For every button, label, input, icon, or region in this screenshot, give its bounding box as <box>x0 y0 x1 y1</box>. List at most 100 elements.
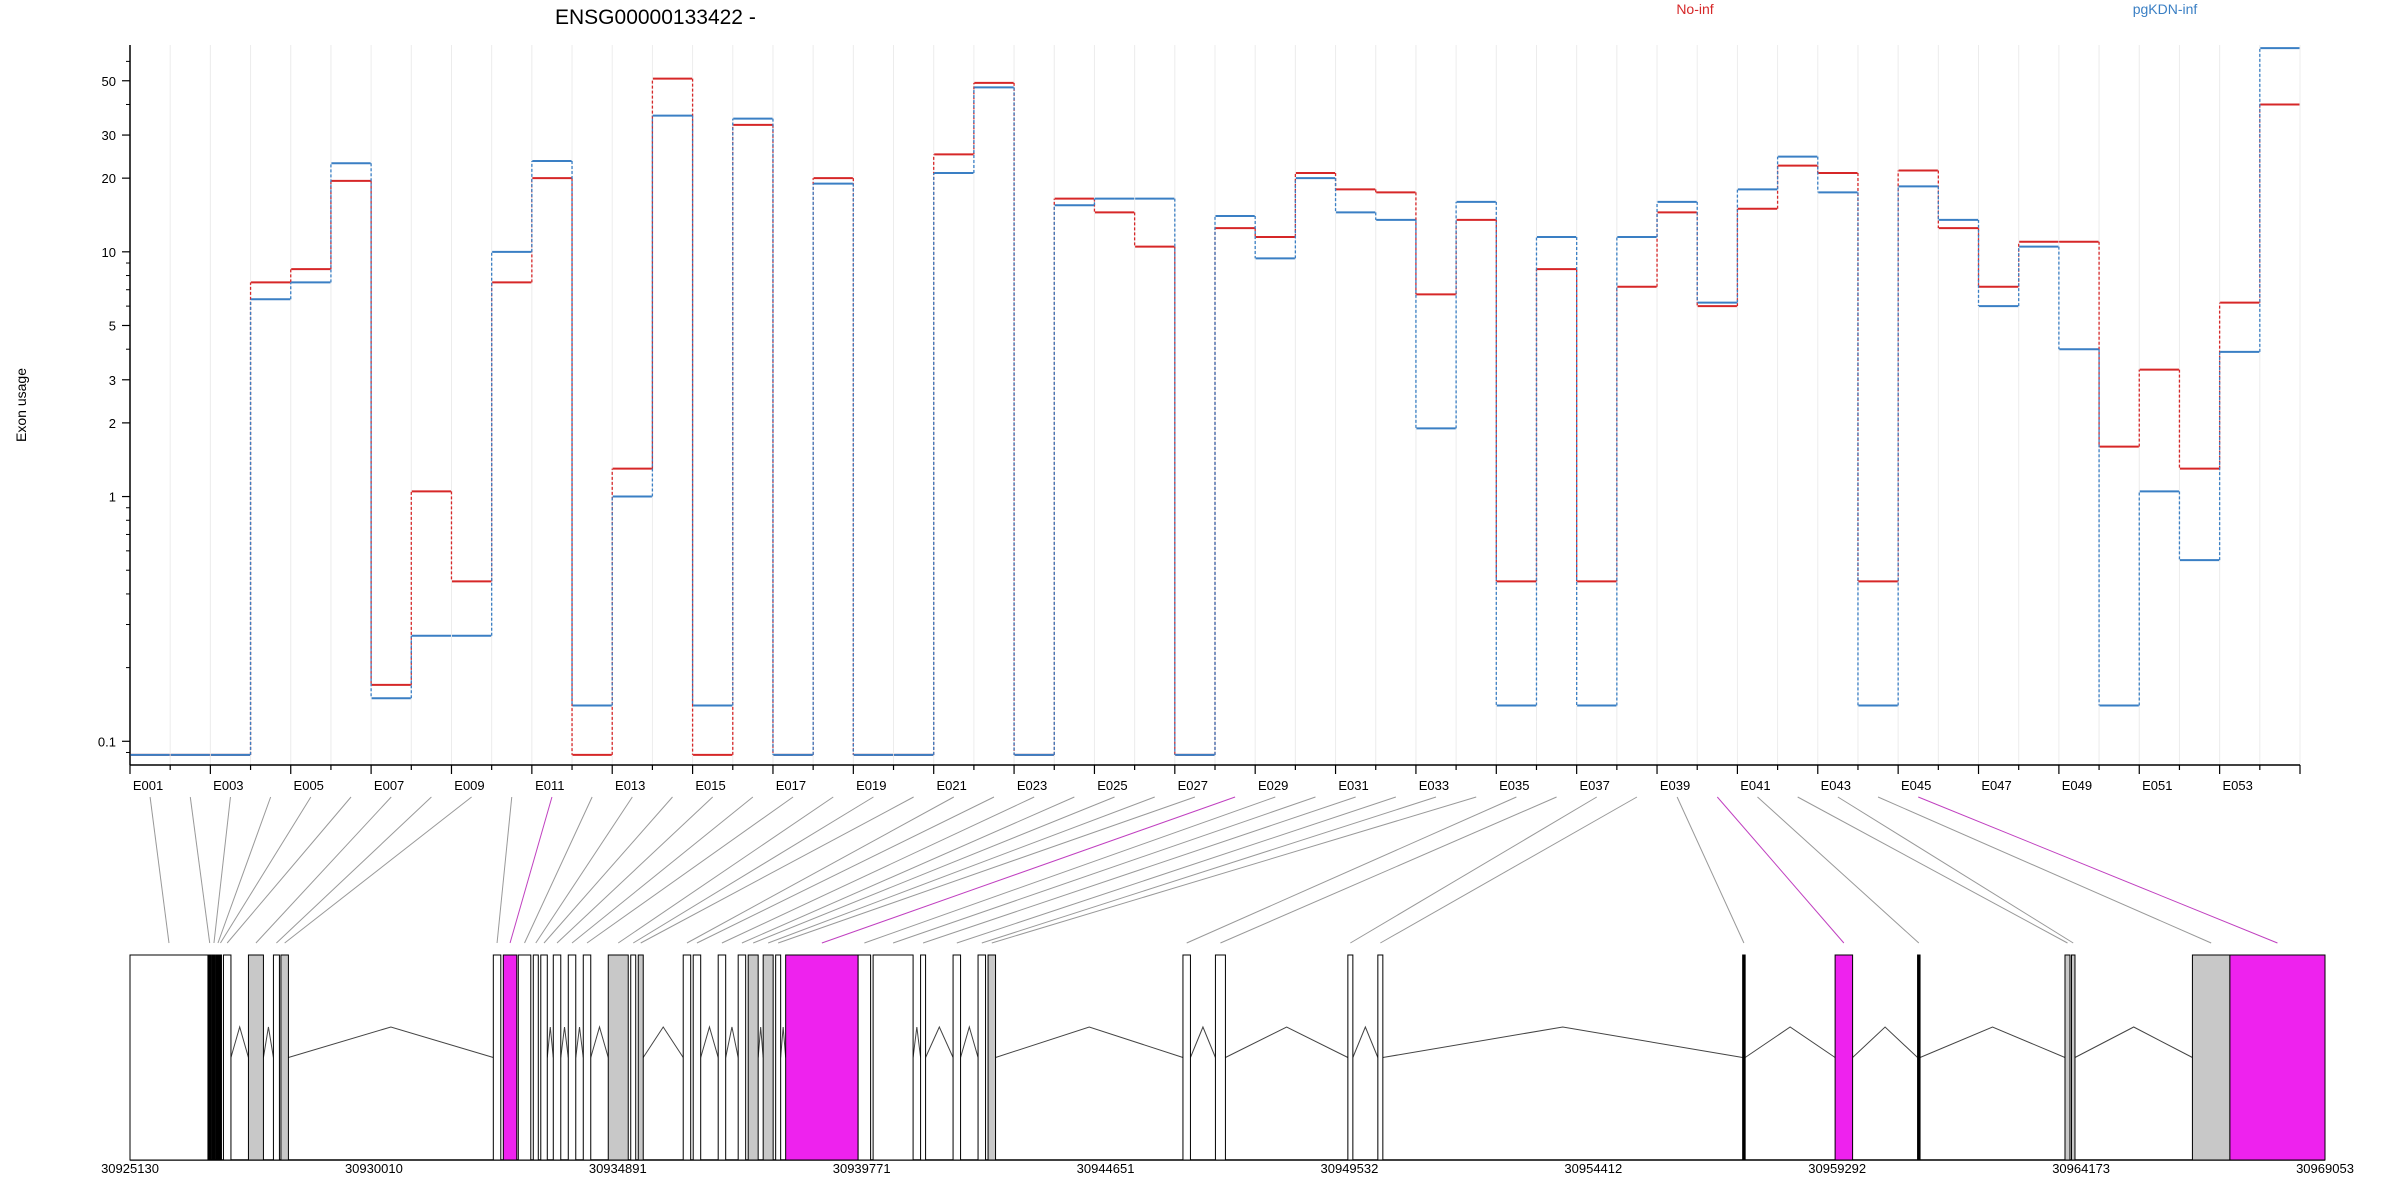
genomic-coordinate-label: 30959292 <box>1808 1161 1866 1176</box>
y-tick-label: 0.1 <box>98 734 116 749</box>
exon-E031 <box>920 954 927 1161</box>
x-tick-label: E009 <box>454 778 484 793</box>
exon-connector <box>213 796 231 944</box>
exon-connector <box>777 796 1196 944</box>
intron-line <box>1919 1026 2066 1058</box>
intron-line <box>700 1025 719 1058</box>
exon-E034 <box>987 954 997 1161</box>
intron-line <box>725 1026 739 1058</box>
genomic-coordinate-label: 30944651 <box>1077 1161 1135 1176</box>
exon-E032 <box>952 954 962 1161</box>
exon-connector <box>1918 796 2278 944</box>
x-tick-label: E035 <box>1499 778 1529 793</box>
exon-E012 <box>517 954 532 1161</box>
exon-connector <box>284 796 472 944</box>
intron-line <box>912 1026 922 1058</box>
y-tick-label: 20 <box>102 171 116 186</box>
exon-E026 <box>762 954 774 1161</box>
y-tick-label: 1 <box>109 490 116 505</box>
exon-E025 <box>747 954 759 1161</box>
exon-connector <box>220 796 312 944</box>
exon-connector <box>821 796 1236 944</box>
exon-E036 <box>1214 954 1226 1161</box>
exon-E038 <box>1377 954 1384 1161</box>
chart-title: ENSG00000133422 - <box>555 6 756 29</box>
x-tick-label: E001 <box>133 778 163 793</box>
x-tick-label: E027 <box>1178 778 1208 793</box>
exon-connector <box>1837 796 2074 944</box>
exon-E019 <box>630 954 637 1161</box>
exon-E039 <box>1742 954 1746 1161</box>
intron-line <box>960 1025 979 1058</box>
exon-connector <box>981 796 1437 944</box>
exon-E011 <box>502 954 518 1161</box>
exon-connector <box>1877 796 2212 944</box>
exon-connector <box>1350 796 1598 944</box>
exon-E043 <box>2070 954 2076 1161</box>
exon-E005 <box>218 954 222 1161</box>
exon-E007 <box>247 954 264 1161</box>
x-tick-label: E019 <box>856 778 886 793</box>
exon-E024 <box>737 954 747 1161</box>
intron-line <box>230 1025 249 1058</box>
intron-line <box>1852 1026 1918 1058</box>
legend: No-inf pgKDN-inf <box>1676 1 2197 17</box>
exon-connectors <box>149 796 2278 944</box>
y-tick-label: 10 <box>102 245 116 260</box>
exon-E042 <box>2064 954 2071 1161</box>
exon-connector <box>543 796 673 944</box>
exon-connector <box>864 796 1276 944</box>
intron-line <box>780 1026 787 1058</box>
genomic-coordinate-label: 30925130 <box>101 1161 159 1176</box>
exon-connector <box>149 796 170 944</box>
exon-E022 <box>692 954 702 1161</box>
exon-connector <box>276 796 432 944</box>
intron-line <box>642 1026 684 1058</box>
intron-line <box>590 1025 609 1058</box>
exon-connector <box>509 796 553 944</box>
exon-connector <box>217 796 272 944</box>
exon-E041 <box>1917 954 1921 1161</box>
x-tick-label: E029 <box>1258 778 1288 793</box>
y-tick-label: 30 <box>102 128 116 143</box>
exon-connector <box>741 796 1075 944</box>
intron-line <box>1744 1026 1836 1058</box>
x-tick-label: E017 <box>776 778 806 793</box>
exon-connector <box>255 796 392 944</box>
exon-E028 <box>785 954 859 1161</box>
genomic-coordinate-axis: 30925130 30930010 30934891 30939771 30944651… <box>101 1161 2354 1176</box>
y-tick-label: 50 <box>102 74 116 89</box>
legend-entry-2: pgKDN-inf <box>2133 1 2198 17</box>
series-2 <box>130 47 2300 756</box>
x-tick-label: E021 <box>937 778 967 793</box>
exon-E002 <box>207 954 212 1161</box>
exon-connector <box>752 796 1115 944</box>
gene-model-track <box>129 954 2326 1161</box>
x-tick-label: E007 <box>374 778 404 793</box>
exon-connector <box>556 796 714 944</box>
genomic-coordinate-label: 30964173 <box>2052 1161 2110 1176</box>
exon-E006 <box>222 954 232 1161</box>
y-tick-label: 3 <box>109 373 116 388</box>
x-tick-label: E049 <box>2062 778 2092 793</box>
intron-line <box>546 1026 554 1058</box>
exon-connector <box>1380 796 1638 944</box>
exon-E021 <box>682 954 692 1161</box>
x-tick-label: E011 <box>535 778 564 793</box>
exon-E023 <box>717 954 727 1161</box>
exon-connector <box>1220 796 1557 944</box>
intron-line <box>1189 1025 1216 1058</box>
exon-connector <box>535 796 633 944</box>
exon-connector <box>1797 796 2068 944</box>
exon-connector <box>571 796 754 944</box>
legend-entry-1: No-inf <box>1676 1 1713 17</box>
exon-connector <box>226 796 352 944</box>
exon-E030 <box>872 954 914 1161</box>
x-tick-label: E015 <box>695 778 725 793</box>
exon-connector <box>524 796 593 944</box>
intron-line <box>288 1026 494 1058</box>
exon-connector <box>696 796 995 944</box>
exon-E044 <box>2191 954 2231 1161</box>
x-tick-label: E003 <box>213 778 243 793</box>
